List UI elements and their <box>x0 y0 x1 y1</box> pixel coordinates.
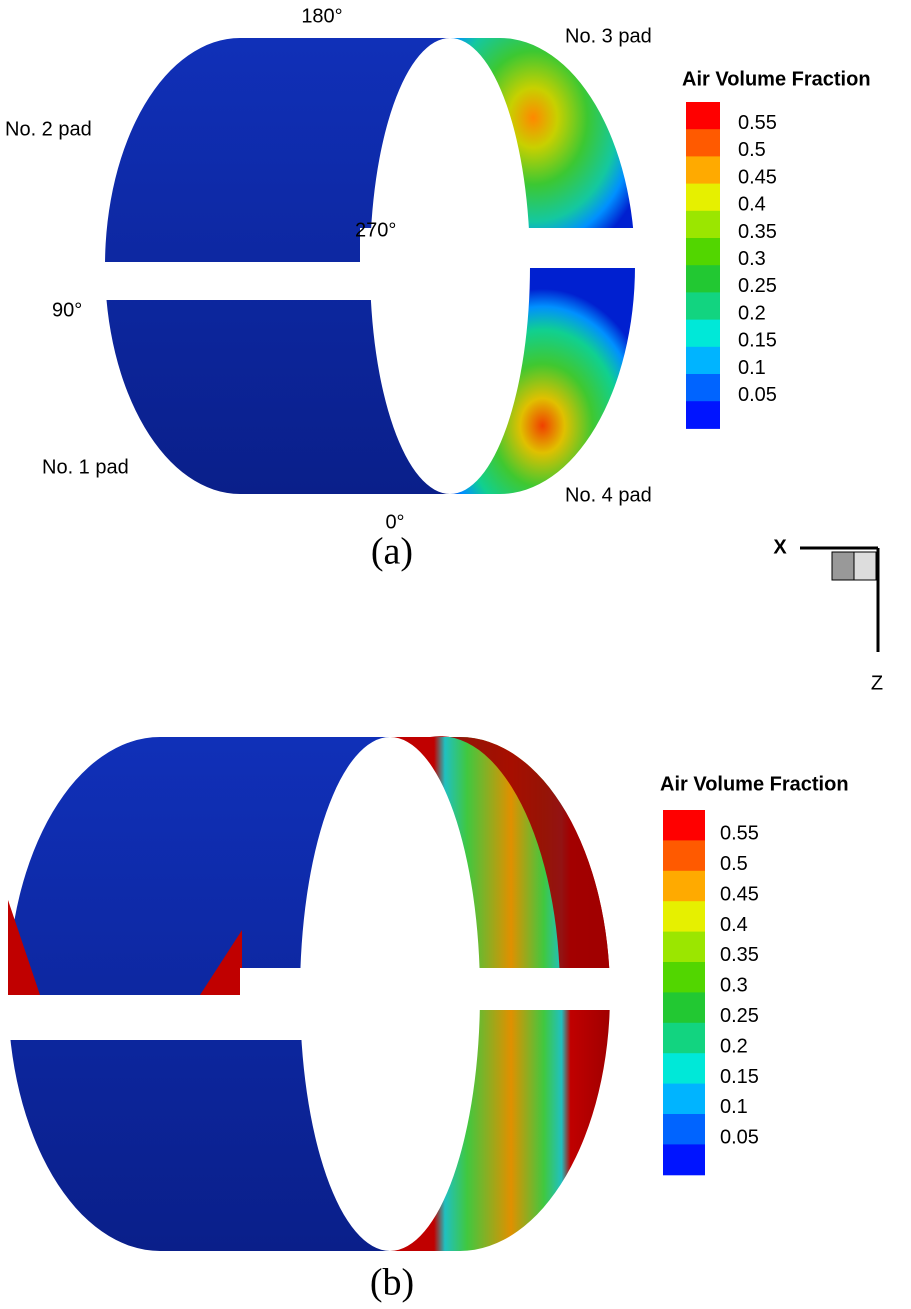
legend-level: 0.5 <box>720 853 748 875</box>
legend-swatch <box>663 992 705 1024</box>
pad-contour <box>450 38 635 266</box>
pad-label: No. 2 pad <box>5 118 92 140</box>
legend-swatch <box>686 265 720 293</box>
legend-swatch <box>686 183 720 212</box>
legend-swatch <box>663 931 705 963</box>
legend-swatch <box>686 129 720 157</box>
legend-level: 0.45 <box>720 883 759 905</box>
legend-swatch <box>663 810 705 841</box>
legend-swatch <box>686 319 720 348</box>
legend-level: 0.25 <box>720 1005 759 1027</box>
legend-swatch <box>663 1144 705 1176</box>
legend-level: 0.05 <box>720 1127 759 1149</box>
pad-contour <box>450 266 635 494</box>
panel-b: (b) <box>0 700 680 1304</box>
legend-level: 0.45 <box>738 166 777 188</box>
legend-level: 0.1 <box>720 1096 748 1118</box>
legend-swatch <box>663 962 705 993</box>
legend-level: 0.35 <box>738 221 777 243</box>
pad-label: No. 1 pad <box>42 456 129 478</box>
pad-shell <box>8 737 390 1251</box>
gap <box>612 700 652 1300</box>
legend-title: Air Volume Fraction <box>682 68 871 90</box>
triad-box <box>831 551 855 581</box>
legend-level: 0.5 <box>738 139 766 161</box>
panel-a: No. 2 pad No. 1 pad No. 3 pad No. 4 pad … <box>0 5 680 573</box>
legend-level: 0.05 <box>738 384 777 406</box>
caption: (a) <box>371 531 413 573</box>
triad-box <box>853 551 877 581</box>
legend-level: 0.25 <box>738 275 777 297</box>
legends: Air Volume Fraction 0.55 0.5 0.45 0.4 0.35 0.3… <box>660 68 871 1176</box>
pad-edge <box>200 930 242 995</box>
legend-level: 0.1 <box>738 357 766 379</box>
pad-edge <box>8 900 40 995</box>
legend-swatch <box>663 1022 705 1054</box>
gap <box>240 968 680 1010</box>
legend-level: 0.4 <box>738 194 766 216</box>
legend-swatch <box>686 292 720 321</box>
legend-level: 0.3 <box>738 248 766 270</box>
legend-level: 0.4 <box>720 914 748 936</box>
legend-swatch <box>686 346 720 375</box>
angle-label: 90° <box>52 299 82 321</box>
axis-label: Z <box>871 672 883 694</box>
legend-level: 0.2 <box>720 1035 748 1057</box>
legend-swatch <box>686 210 720 239</box>
axis-triad: X Z <box>773 536 883 694</box>
pad-label: No. 4 pad <box>565 484 652 506</box>
pad-label: No. 3 pad <box>565 25 652 47</box>
legend-swatch <box>663 1114 705 1145</box>
legend-swatch <box>663 1053 705 1085</box>
gap <box>0 262 420 300</box>
legend-title: Air Volume Fraction <box>660 773 849 795</box>
gap <box>360 228 680 268</box>
legend-swatch <box>663 870 705 902</box>
legend-level: 0.55 <box>720 823 759 845</box>
legend-level: 0.15 <box>720 1066 759 1088</box>
legend-swatch <box>686 238 720 266</box>
legend-swatch <box>663 1083 705 1115</box>
legend-swatch <box>686 401 720 429</box>
legend-level: 0.3 <box>720 975 748 997</box>
legend-swatch <box>686 374 720 402</box>
legend-swatch <box>686 156 720 185</box>
pad-contour <box>430 736 610 994</box>
legend-level: 0.2 <box>738 302 766 324</box>
legend-level: 0.35 <box>720 944 759 966</box>
angle-label: 0° <box>385 511 404 533</box>
legend-swatch <box>663 840 705 872</box>
angle-label: 270° <box>355 219 396 241</box>
angle-label: 180° <box>301 5 342 27</box>
legend-swatch <box>663 901 705 933</box>
legend-swatch <box>686 102 720 130</box>
axis-label: X <box>773 536 787 558</box>
caption: (b) <box>370 1262 414 1304</box>
legend-level: 0.15 <box>738 330 777 352</box>
legend-level: 0.55 <box>738 112 777 134</box>
